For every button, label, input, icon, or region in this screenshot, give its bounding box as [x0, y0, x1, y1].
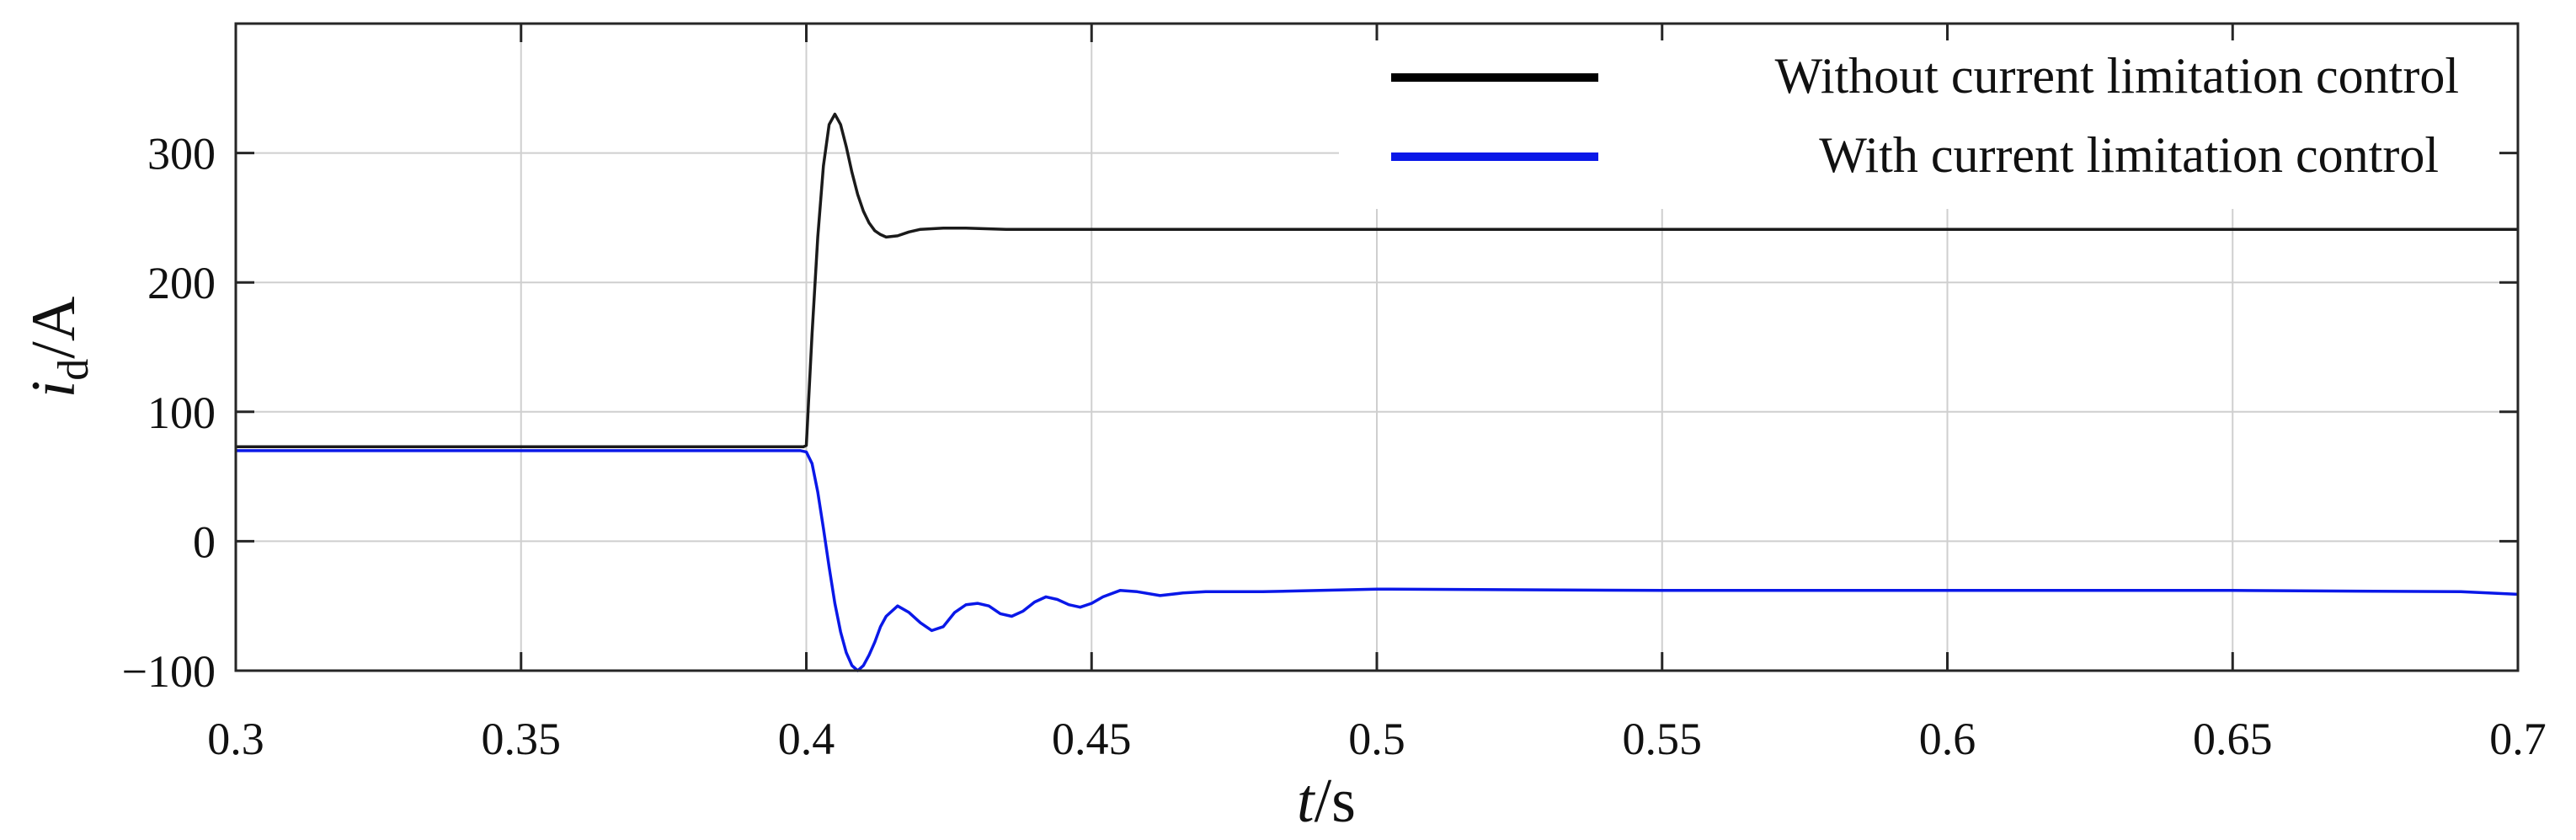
x-axis-label: t/s [1297, 767, 1356, 836]
series-layer [236, 112, 2519, 672]
x-tick-label: 0.65 [2193, 714, 2273, 764]
tick-marks [234, 24, 2520, 672]
y-tick-label: −100 [122, 646, 216, 697]
y-axis-unit: /A [19, 297, 88, 359]
x-tick-label: 0.5 [1348, 714, 1405, 764]
x-tick-label: 0.7 [2489, 714, 2547, 764]
x-tick-labels: 0.3 0.35 0.4 0.45 0.5 0.55 0.6 0.65 0.7 [207, 714, 2547, 764]
y-tick-label: 100 [147, 388, 216, 438]
x-axis-variable: t [1297, 767, 1316, 836]
series-line-with-limitation [236, 449, 2519, 672]
legend: Without current limitation control With … [1339, 40, 2499, 209]
y-axis-subscript: d [50, 359, 98, 381]
y-tick-label: 300 [147, 129, 216, 179]
x-tick-label: 0.4 [778, 714, 835, 764]
series-line-without-limitation [236, 112, 2518, 449]
x-tick-label: 0.6 [1919, 714, 1976, 764]
x-axis-unit: /s [1315, 767, 1356, 836]
legend-label-without-limitation: Without current limitation control [1775, 48, 2459, 104]
y-tick-labels: −100 0 100 200 300 [122, 129, 216, 697]
y-tick-label: 0 [193, 516, 216, 567]
y-axis-variable: i [19, 381, 88, 399]
x-tick-label: 0.45 [1052, 714, 1132, 764]
legend-label-with-limitation: With current limitation control [1819, 127, 2439, 183]
x-tick-label: 0.55 [1623, 714, 1703, 764]
x-tick-label: 0.3 [207, 714, 264, 764]
y-tick-label: 200 [147, 258, 216, 308]
x-tick-label: 0.35 [482, 714, 562, 764]
y-axis-label: id/A [19, 297, 98, 399]
legend-background [1339, 40, 2499, 209]
